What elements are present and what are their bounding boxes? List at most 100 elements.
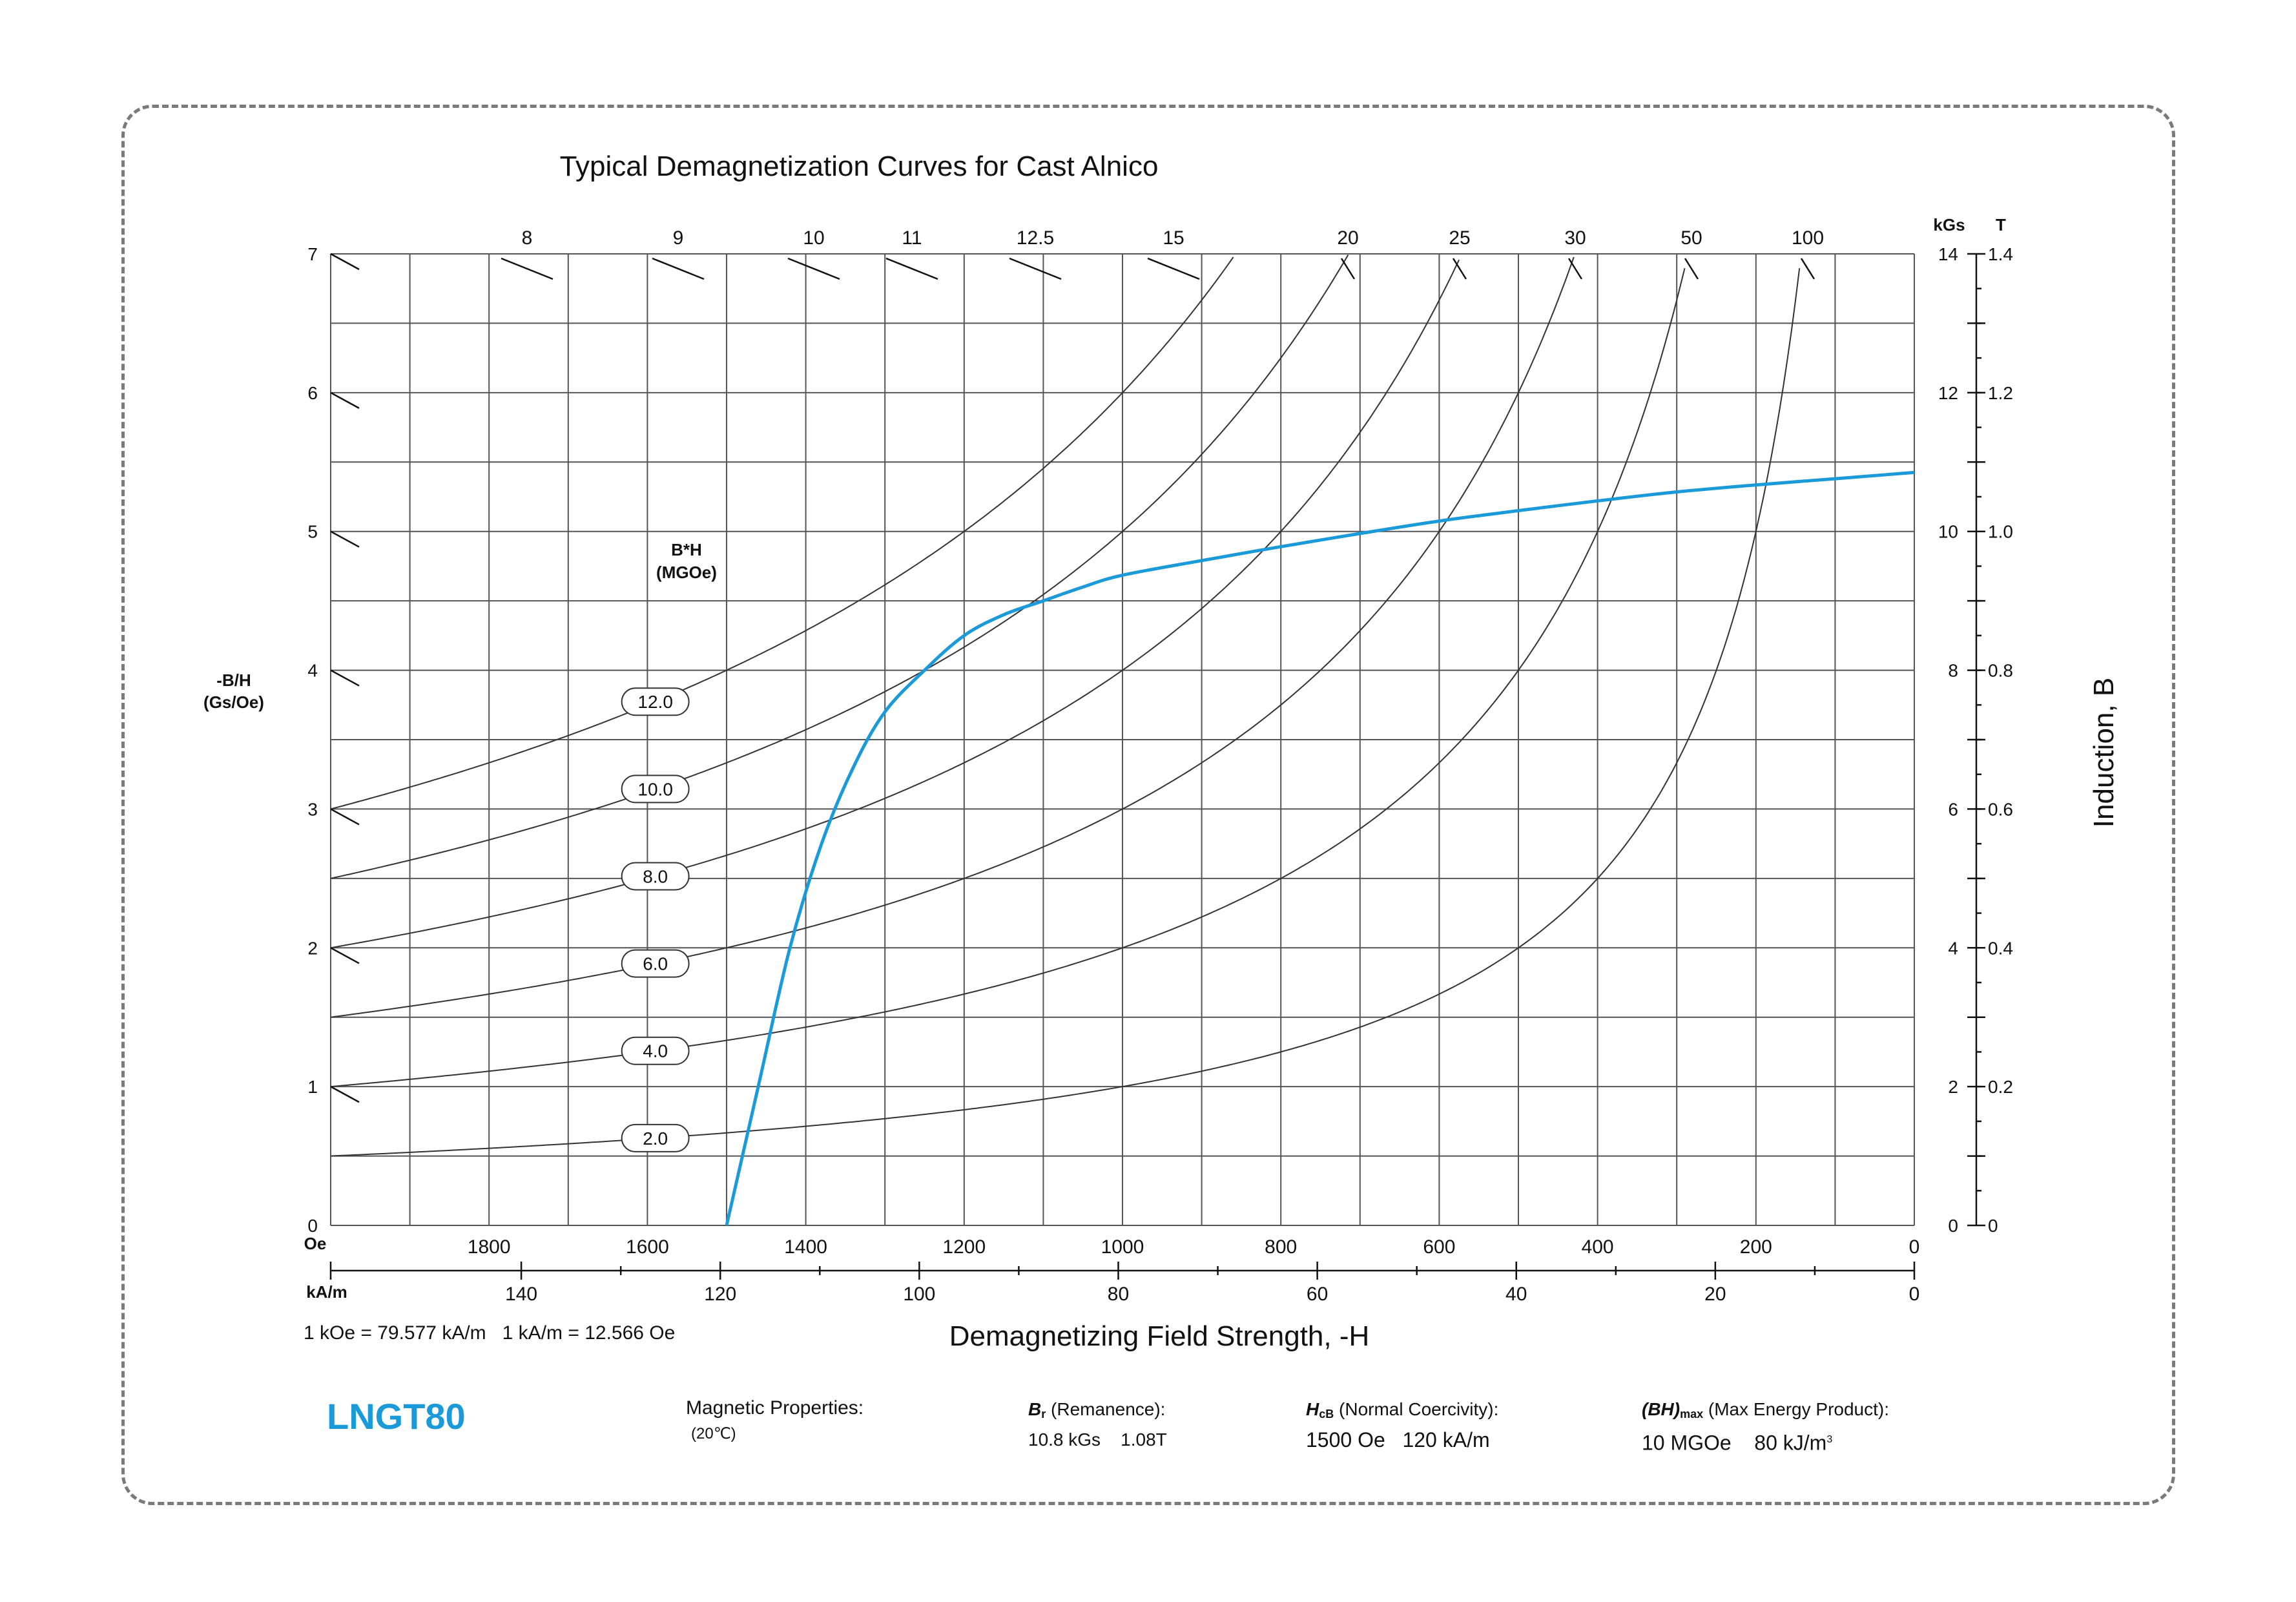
- energy-product-label: 6.0: [643, 954, 668, 974]
- x-axis-oe-unit: Oe: [304, 1234, 327, 1253]
- energy-product-label: 12.0: [637, 692, 673, 712]
- y-right-kgs-tick-label: 0: [1948, 1216, 1958, 1236]
- remanence: Br (Remanence): 10.8 kGs 1.08T: [1028, 1397, 1167, 1453]
- y-right-unit-t: T: [1996, 215, 2006, 234]
- energy-product-label-box: [621, 775, 690, 804]
- permeance-tick: [1800, 258, 1815, 280]
- x-ka-tick-label: 20: [1704, 1284, 1726, 1305]
- y-left-tick-label: 1: [307, 1077, 318, 1097]
- energy-product-curve: [330, 267, 1686, 1088]
- y-right-kgs-tick-label: 10: [1938, 522, 1958, 542]
- x-ka-tick-label: 40: [1505, 1284, 1527, 1305]
- br-value: 10.8 kGs 1.08T: [1028, 1430, 1167, 1450]
- energy-product: (BH)max (Max Energy Product): 10 MGOe 80…: [1642, 1397, 1889, 1456]
- y-right-kgs-tick-label: 4: [1948, 938, 1958, 958]
- properties-heading: Magnetic Properties:: [686, 1397, 864, 1419]
- permeance-tick: [501, 257, 553, 280]
- permeance-tick: [885, 257, 938, 280]
- hcb-sub: cB: [1319, 1408, 1334, 1420]
- energy-product-curve: [330, 254, 1349, 879]
- y-right-t-tick-label: 1.2: [1988, 383, 2013, 403]
- x-oe-tick-label: 1600: [626, 1236, 669, 1258]
- y-left-tick-label: 2: [307, 938, 318, 958]
- y-right-unit-kgs: kGs: [1933, 215, 1965, 234]
- y-left-tick-label: 7: [307, 244, 318, 264]
- energy-product-unit: (MGOe): [656, 563, 717, 582]
- energy-product-title: B*H: [671, 540, 702, 559]
- y-right-kgs-tick-label: 6: [1948, 799, 1958, 819]
- permeance-label: 15: [1163, 227, 1184, 249]
- x-oe-tick-label: 1400: [784, 1236, 827, 1258]
- y-left-tick-label: 6: [307, 383, 318, 403]
- y-right-kgs-tick-label: 14: [1938, 244, 1958, 264]
- energy-product-curve: [330, 256, 1234, 810]
- y-left-label-line2: (Gs/Oe): [203, 692, 264, 712]
- energy-product-label-box: [621, 862, 690, 891]
- permeance-tick: [330, 947, 360, 964]
- energy-product-curve: [330, 259, 1460, 949]
- permeance-tick: [330, 669, 360, 687]
- chart-title: Typical Demagnetization Curves for Cast …: [560, 151, 1159, 182]
- permeance-label: 11: [902, 227, 922, 249]
- permeance-tick: [787, 257, 840, 280]
- energy-product-curve: [330, 268, 1801, 1157]
- y-right-t-tick-label: 0: [1988, 1216, 1998, 1236]
- magnetic-properties: Magnetic Properties: (20℃): [686, 1395, 864, 1447]
- permeance-tick: [330, 530, 360, 548]
- permeance-tick: [330, 391, 360, 409]
- x-oe-tick-label: 600: [1423, 1236, 1455, 1258]
- energy-product-label: 4.0: [643, 1041, 668, 1061]
- energy-product-curve: [330, 256, 1575, 1018]
- x-ka-tick-label: 140: [505, 1284, 537, 1305]
- permeance-label: 25: [1449, 227, 1470, 249]
- energy-product-label-box: [621, 1036, 690, 1065]
- coercivity: HcB (Normal Coercivity): 1500 Oe 120 kA/…: [1306, 1397, 1498, 1453]
- y-right-t-tick-label: 1.4: [1988, 244, 2013, 264]
- bh-value: 10 MGOe 80 kJ/m: [1642, 1431, 1827, 1455]
- energy-product-label-box: [621, 687, 690, 716]
- permeance-label: 20: [1337, 227, 1358, 249]
- y-left-tick-label: 5: [307, 522, 318, 542]
- permeance-tick: [1009, 257, 1062, 280]
- unit-conversion: 1 kOe = 79.577 kA/m 1 kA/m = 12.566 Oe: [304, 1322, 675, 1344]
- x-axis-label: Demagnetizing Field Strength, -H: [949, 1320, 1370, 1352]
- y-right-label: Induction, B: [2088, 678, 2120, 827]
- y-right-t-tick-label: 0.6: [1988, 799, 2013, 819]
- permeance-tick: [330, 1086, 360, 1103]
- y-left-tick-label: 0: [307, 1216, 318, 1236]
- y-left-tick-label: 4: [307, 661, 318, 681]
- y-left-tick-label: 3: [307, 799, 318, 819]
- temperature: (20℃): [691, 1425, 736, 1442]
- energy-product-label-box: [621, 949, 690, 978]
- y-right-kgs-tick-label: 8: [1948, 661, 1958, 681]
- permeance-tick: [330, 253, 360, 271]
- bh-value-sup: 3: [1826, 1434, 1833, 1445]
- hcb-label: (Normal Coercivity):: [1334, 1399, 1499, 1419]
- permeance-label: 10: [803, 227, 824, 249]
- permeance-tick: [1684, 258, 1699, 280]
- energy-product-label: 10.0: [637, 779, 673, 799]
- hcb-value: 1500 Oe 120 kA/m: [1306, 1428, 1490, 1451]
- x-oe-tick-label: 1000: [1101, 1236, 1144, 1258]
- permeance-label: 9: [673, 227, 684, 249]
- x-oe-tick-label: 800: [1265, 1236, 1297, 1258]
- energy-product-label-box: [621, 1123, 690, 1152]
- permeance-tick: [652, 257, 705, 280]
- y-right-t-tick-label: 0.2: [1988, 1077, 2013, 1097]
- y-right-t-tick-label: 0.8: [1988, 661, 2013, 681]
- x-oe-tick-label: 1800: [468, 1236, 511, 1258]
- x-ka-tick-label: 80: [1108, 1284, 1129, 1305]
- product-name: LNGT80: [327, 1396, 466, 1437]
- y-right-kgs-tick-label: 12: [1938, 383, 1958, 403]
- x-axis-ka-unit: kA/m: [306, 1282, 347, 1302]
- chart-frame: [121, 105, 2175, 1505]
- energy-product-label: 8.0: [643, 866, 668, 886]
- y-right-kgs-tick-label: 2: [1948, 1077, 1958, 1097]
- x-oe-tick-label: 0: [1909, 1236, 1920, 1258]
- x-oe-tick-label: 200: [1740, 1236, 1772, 1258]
- grid: [330, 253, 1915, 1226]
- br-label: (Remanence):: [1046, 1399, 1166, 1419]
- y-right-t-tick-label: 1.0: [1988, 522, 2013, 542]
- energy-product-curves: 12.0 10.0 8.0 6.0 4.0 2.0: [330, 254, 1801, 1157]
